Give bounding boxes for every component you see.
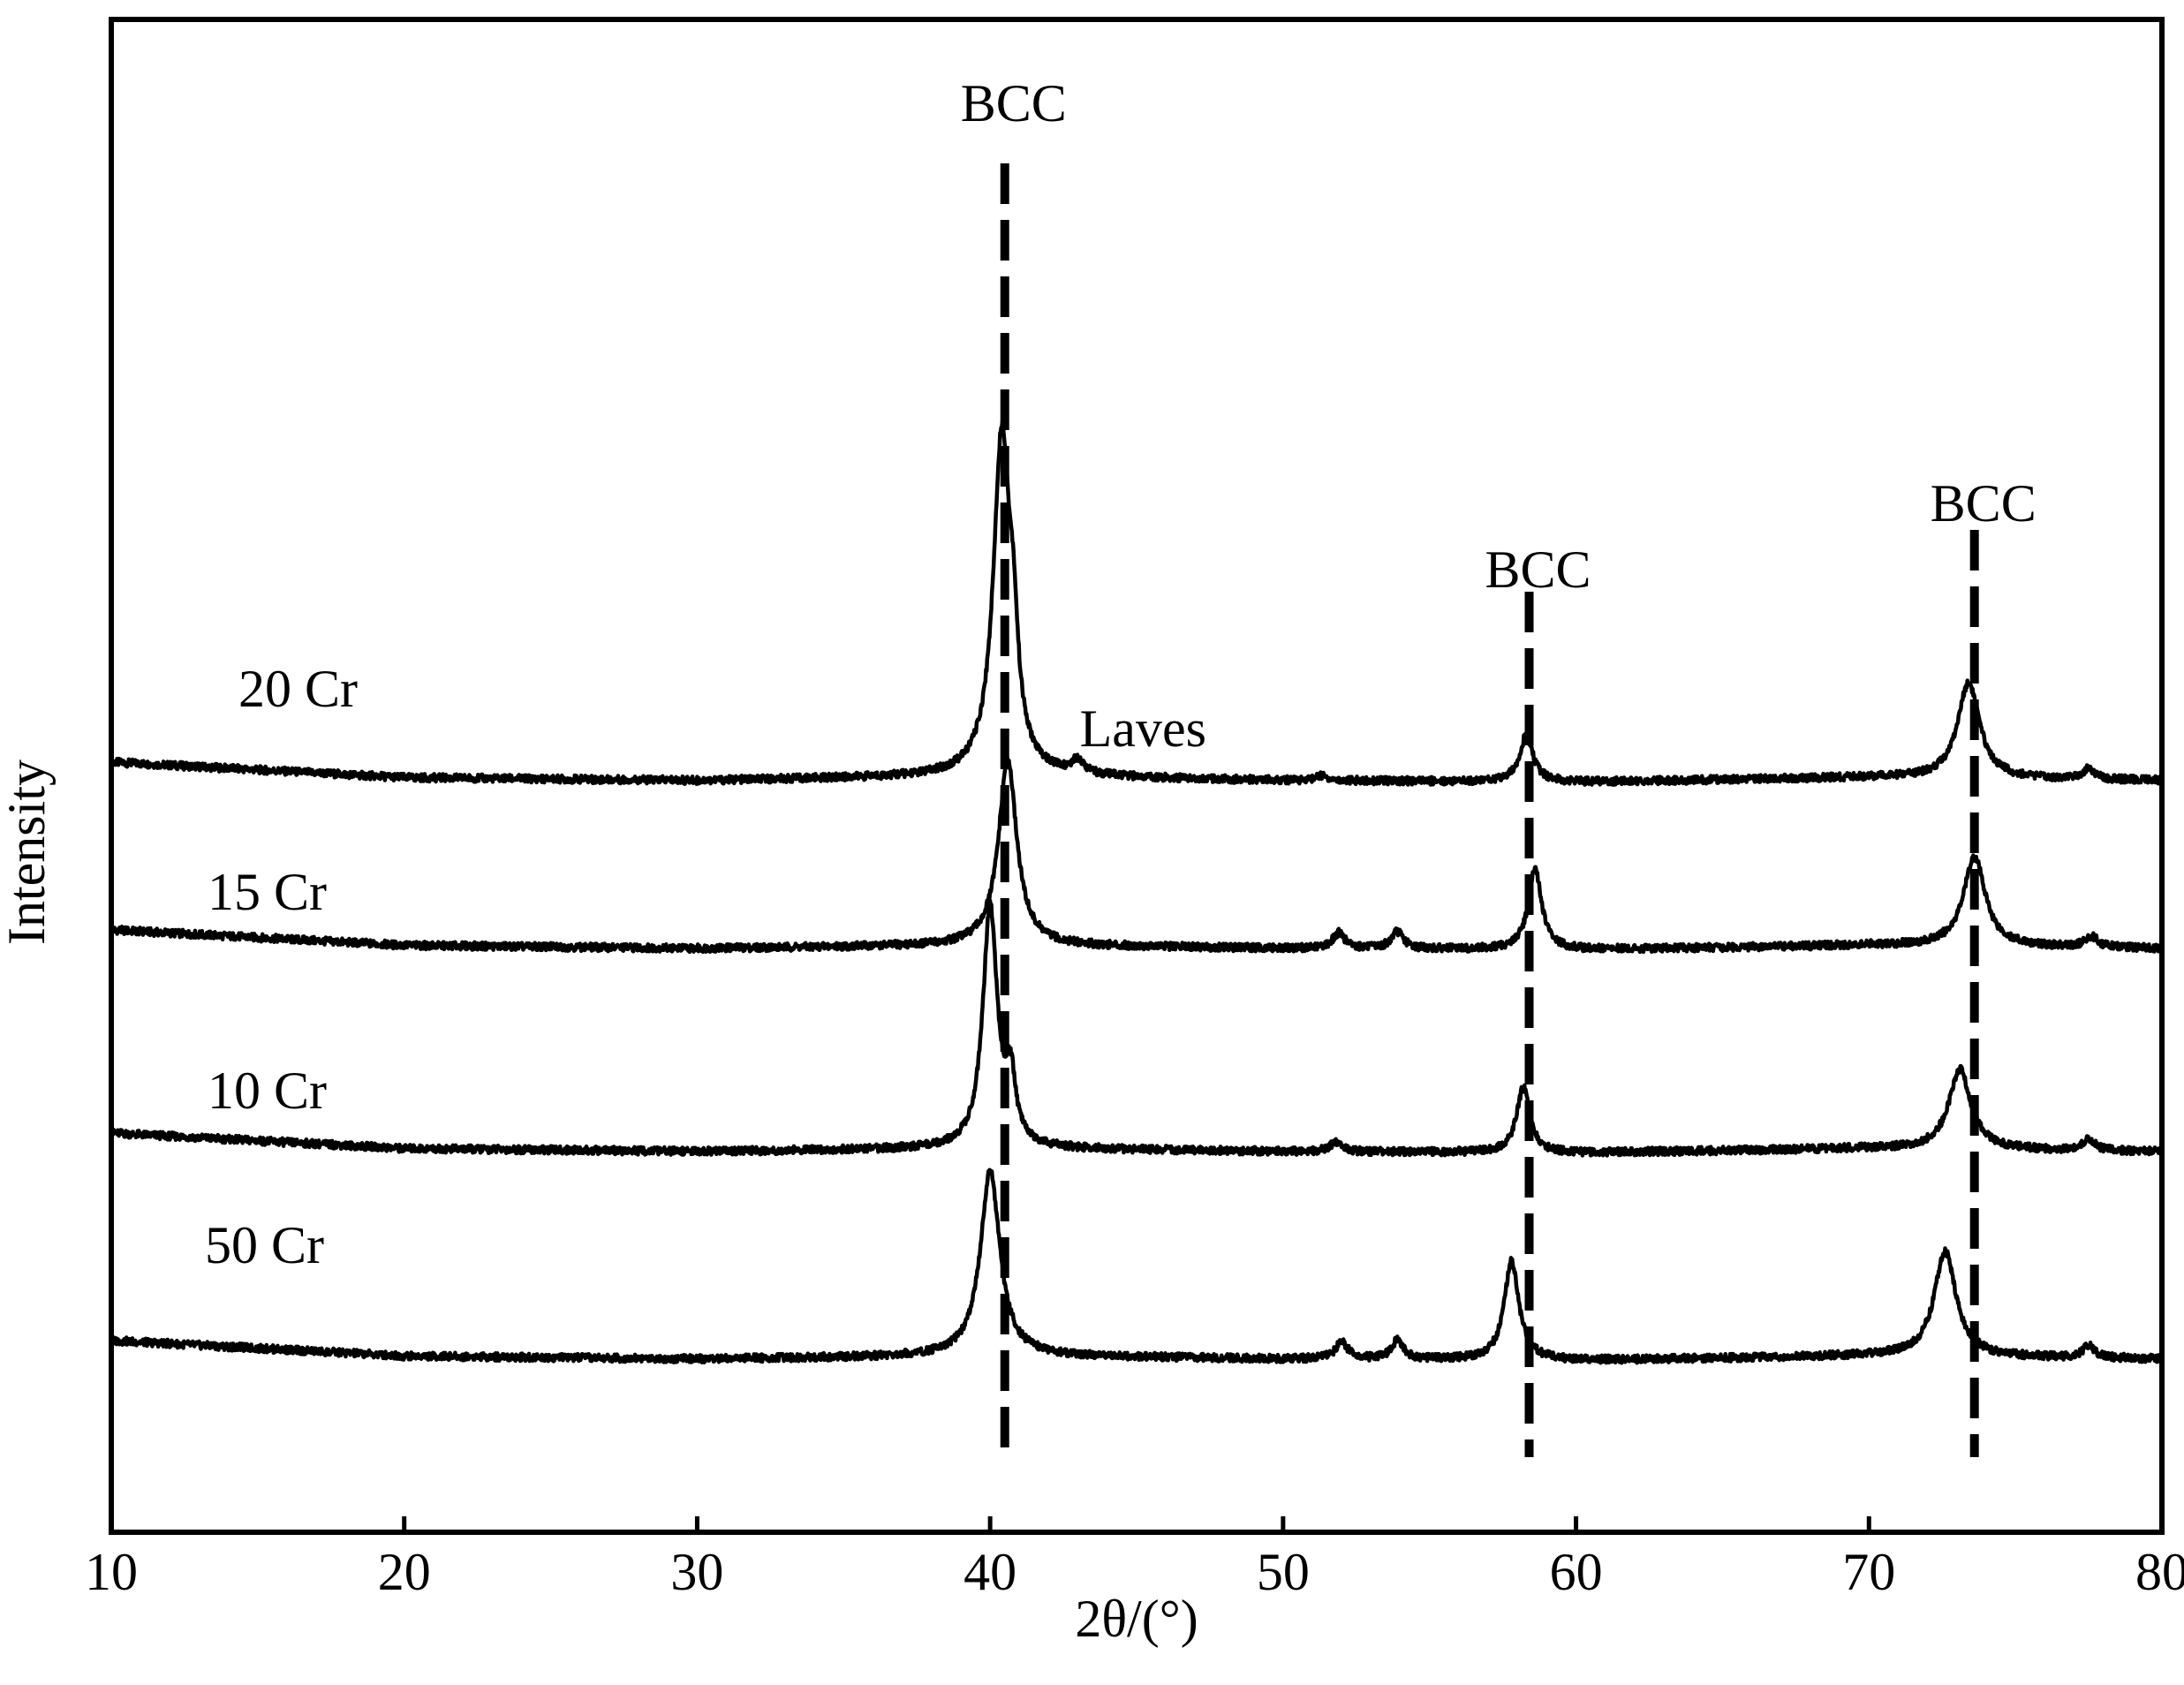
x-axis-label: 2θ/(°): [1075, 1590, 1198, 1648]
series-line-10-cr: [110, 898, 2165, 1158]
series-label: 50 Cr: [205, 1216, 324, 1274]
reference-label-bcc: BCC: [961, 74, 1067, 132]
x-tick-label: 30: [670, 1543, 723, 1601]
series-labels: 20 Cr 15 Cr 10 Cr 50 Cr: [205, 660, 358, 1274]
x-tick-label: 70: [1842, 1543, 1895, 1601]
x-tick-label: 20: [378, 1543, 431, 1601]
x-tick-label: 10: [85, 1543, 138, 1601]
y-axis-label: Intensity: [0, 759, 56, 945]
series-label: 20 Cr: [238, 660, 358, 718]
x-tick-label: 40: [964, 1543, 1016, 1601]
series-line-50-cr: [110, 1167, 2164, 1365]
x-tick-label: 60: [1550, 1543, 1603, 1601]
reference-label-bcc: BCC: [1485, 540, 1591, 599]
plot-frame: [109, 17, 2165, 1535]
series-group: [109, 419, 2165, 1365]
annotations: Laves: [1080, 699, 1206, 758]
x-tick-label: 80: [2135, 1543, 2184, 1601]
series-line-20-cr: [109, 419, 2165, 787]
reference-labels: BCC BCC BCC: [961, 74, 2037, 599]
series-label: 15 Cr: [208, 863, 327, 921]
series-label: 10 Cr: [208, 1062, 327, 1120]
reference-label-bcc: BCC: [1931, 474, 2037, 533]
series-line-15-cr: [109, 754, 2164, 955]
x-tick-label: 50: [1257, 1543, 1310, 1601]
x-ticks: 10 20 30 40 50 60 70 80: [85, 1516, 2184, 1601]
annotation-laves: Laves: [1080, 699, 1206, 758]
